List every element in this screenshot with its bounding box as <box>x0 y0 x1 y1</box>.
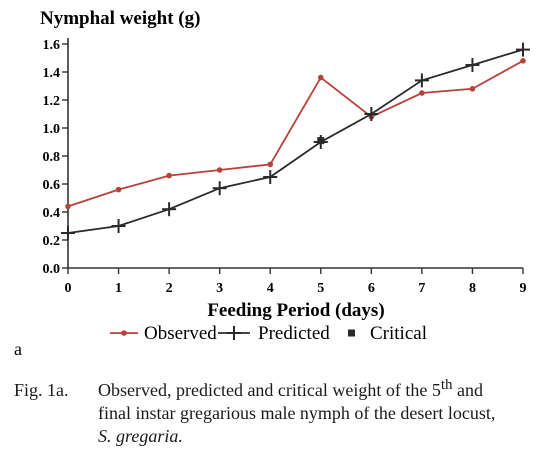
x-tick-label: 1 <box>115 281 122 296</box>
chart: Nymphal weight (g) 0.0 0.2 0.4 0.6 0.8 1.0 1.2… <box>14 8 530 359</box>
x-tick-label: 8 <box>469 281 476 296</box>
axes: 0.0 0.2 0.4 0.6 0.8 1.0 1.2 1.4 1.6 0 1 2 3 4 5 6 7 8 9 <box>43 38 527 296</box>
legend-marker <box>121 330 127 336</box>
y-tick-label: 1.4 <box>43 66 61 81</box>
y-tick-label: 0.2 <box>43 234 61 249</box>
y-tick-label: 0.0 <box>43 262 61 277</box>
data-point-predicted <box>162 202 177 217</box>
legend-item-critical: Critical <box>348 323 427 344</box>
x-axis-title: Feeding Period (days) <box>207 300 384 321</box>
legend: Observed Predicted Critical <box>110 323 427 344</box>
caption-line-3: S. gregaria. <box>98 426 183 446</box>
data-point-observed <box>469 86 476 92</box>
legend-label: Predicted <box>258 323 330 344</box>
legend-item-observed: Observed <box>110 323 217 344</box>
figure-caption: Fig. 1a. Observed, predicted and critical… <box>14 374 539 448</box>
y-tick-label: 1.0 <box>43 122 61 137</box>
x-tick-label: 6 <box>368 281 375 296</box>
x-tick-label: 2 <box>166 281 173 296</box>
series-layer <box>61 42 530 240</box>
y-axis-title: Nymphal weight (g) <box>40 8 200 29</box>
x-tick-label: 9 <box>520 281 527 296</box>
series-line-predicted <box>67 48 524 234</box>
data-point-predicted <box>263 170 278 184</box>
data-point-predicted <box>414 73 429 88</box>
x-tick-label: 0 <box>65 281 72 296</box>
data-point-predicted <box>111 219 126 233</box>
caption-line-2: final instar gregarious male nymph of th… <box>98 403 496 423</box>
caption-superscript: th <box>440 377 453 393</box>
x-tick-label: 5 <box>317 281 324 296</box>
y-tick-label: 0.6 <box>43 178 61 193</box>
data-point-predicted <box>61 226 75 240</box>
data-point-predicted <box>364 107 379 121</box>
data-point-observed <box>115 186 122 193</box>
data-point-observed <box>267 161 274 168</box>
caption-line-1-end: and <box>452 380 484 400</box>
series-observed <box>65 58 526 210</box>
y-tick-label: 0.4 <box>43 206 61 221</box>
data-point-observed <box>419 90 425 96</box>
x-tick-label: 7 <box>418 281 425 296</box>
caption-label: Fig. 1a. <box>14 380 69 400</box>
data-point-predicted <box>212 181 227 196</box>
legend-marker <box>348 329 355 337</box>
data-point-critical <box>317 137 325 145</box>
data-point-observed <box>166 172 172 179</box>
data-point-predicted <box>516 42 530 57</box>
legend-label: Critical <box>370 323 427 344</box>
x-tick-label: 3 <box>216 281 223 296</box>
caption-line-1: Observed, predicted and critical weight … <box>98 380 441 400</box>
data-point-observed <box>520 58 526 64</box>
data-point-predicted <box>465 58 480 72</box>
y-tick-label: 1.6 <box>43 38 61 53</box>
panel-label: a <box>14 339 22 359</box>
data-point-observed <box>216 167 223 173</box>
series-line-observed <box>67 60 524 208</box>
legend-marker <box>227 326 241 340</box>
data-point-observed <box>65 203 71 210</box>
y-tick-label: 1.2 <box>43 94 61 109</box>
y-tick-label: 0.8 <box>43 150 61 165</box>
series-critical <box>317 137 325 145</box>
x-tick-label: 4 <box>267 281 274 296</box>
legend-label: Observed <box>144 323 217 344</box>
series-predicted <box>61 42 530 240</box>
data-point-observed <box>317 74 324 81</box>
legend-item-predicted: Predicted <box>218 323 330 344</box>
